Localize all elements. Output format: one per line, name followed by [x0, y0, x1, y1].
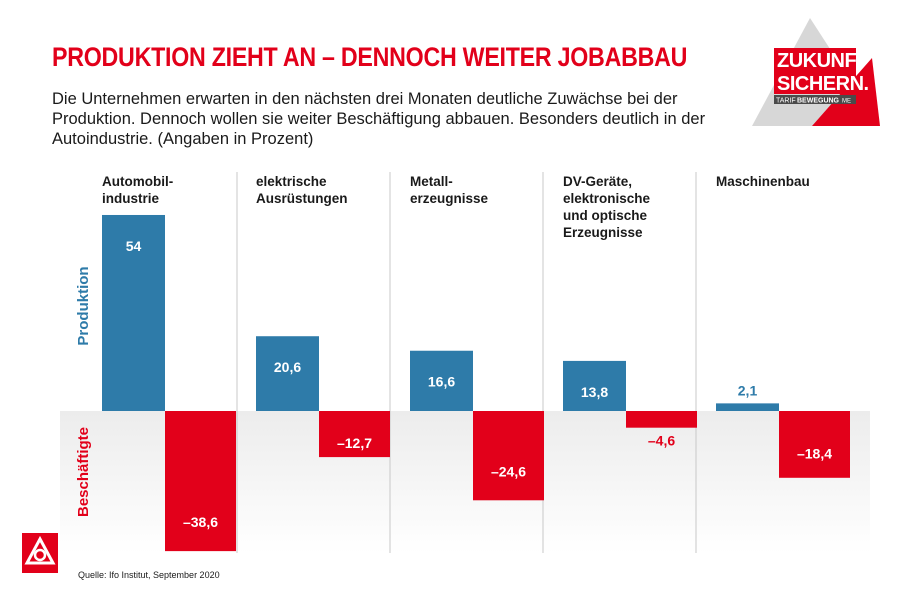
- data-label-beschaeftigte: –12,7: [337, 435, 372, 451]
- bar-produktion: [102, 214, 165, 411]
- logo-tag-left: TARIF: [776, 98, 796, 105]
- category-label: DV-Geräte, elektronische und optische Erzeu…: [563, 174, 651, 240]
- bar-beschaeftigte: [626, 411, 697, 428]
- bar-beschaeftigte: [319, 411, 390, 458]
- bar-produktion: [563, 360, 626, 411]
- ig-metall-logo: [22, 533, 58, 573]
- chart-title: PRODUKTION ZIEHT AN – DENNOCH WEITER JOB…: [52, 42, 688, 72]
- data-label-produktion: 20,6: [274, 359, 301, 375]
- legend-produktion: Produktion: [75, 266, 92, 345]
- bar-beschaeftigte: [165, 411, 236, 552]
- category-label: Metall-erzeugnisse: [410, 174, 489, 206]
- logo-tag-right: BEWEGUNG: [797, 98, 840, 105]
- zukunft-sichern-logo: ZUKUNFT SICHERN. TARIF BEWEGUNG ME: [752, 18, 880, 126]
- data-label-beschaeftigte: –24,6: [491, 463, 526, 479]
- data-label-produktion: 13,8: [581, 384, 608, 400]
- data-label-beschaeftigte: –4,6: [648, 433, 675, 449]
- logo-line2: SICHERN.: [777, 73, 869, 95]
- bar-produktion: [256, 336, 319, 411]
- legend-beschaeftigte: Beschäftigte: [75, 427, 92, 517]
- data-label-produktion: 16,6: [428, 374, 455, 390]
- bar-produktion: [410, 350, 473, 411]
- data-label-beschaeftigte: –18,4: [797, 445, 832, 461]
- category-label: Maschinenbau: [716, 174, 810, 189]
- category-label: elektrische Ausrüstungen: [256, 174, 348, 206]
- bar-beschaeftigte: [779, 411, 850, 478]
- data-label-produktion: 54: [126, 238, 142, 254]
- logo-line1: ZUKUNFT: [777, 50, 868, 72]
- bar-produktion: [716, 403, 779, 411]
- bar-beschaeftigte: [473, 411, 544, 501]
- data-label-beschaeftigte: –38,6: [183, 514, 218, 530]
- data-label-produktion: 2,1: [738, 382, 758, 398]
- category-label: Automobil-industrie: [102, 174, 173, 206]
- logo-tag-small: ME: [842, 99, 851, 105]
- chart-subtitle: Die Unternehmen erwarten in den nächsten…: [52, 90, 706, 148]
- source-note: Quelle: Ifo Institut, September 2020: [78, 570, 220, 580]
